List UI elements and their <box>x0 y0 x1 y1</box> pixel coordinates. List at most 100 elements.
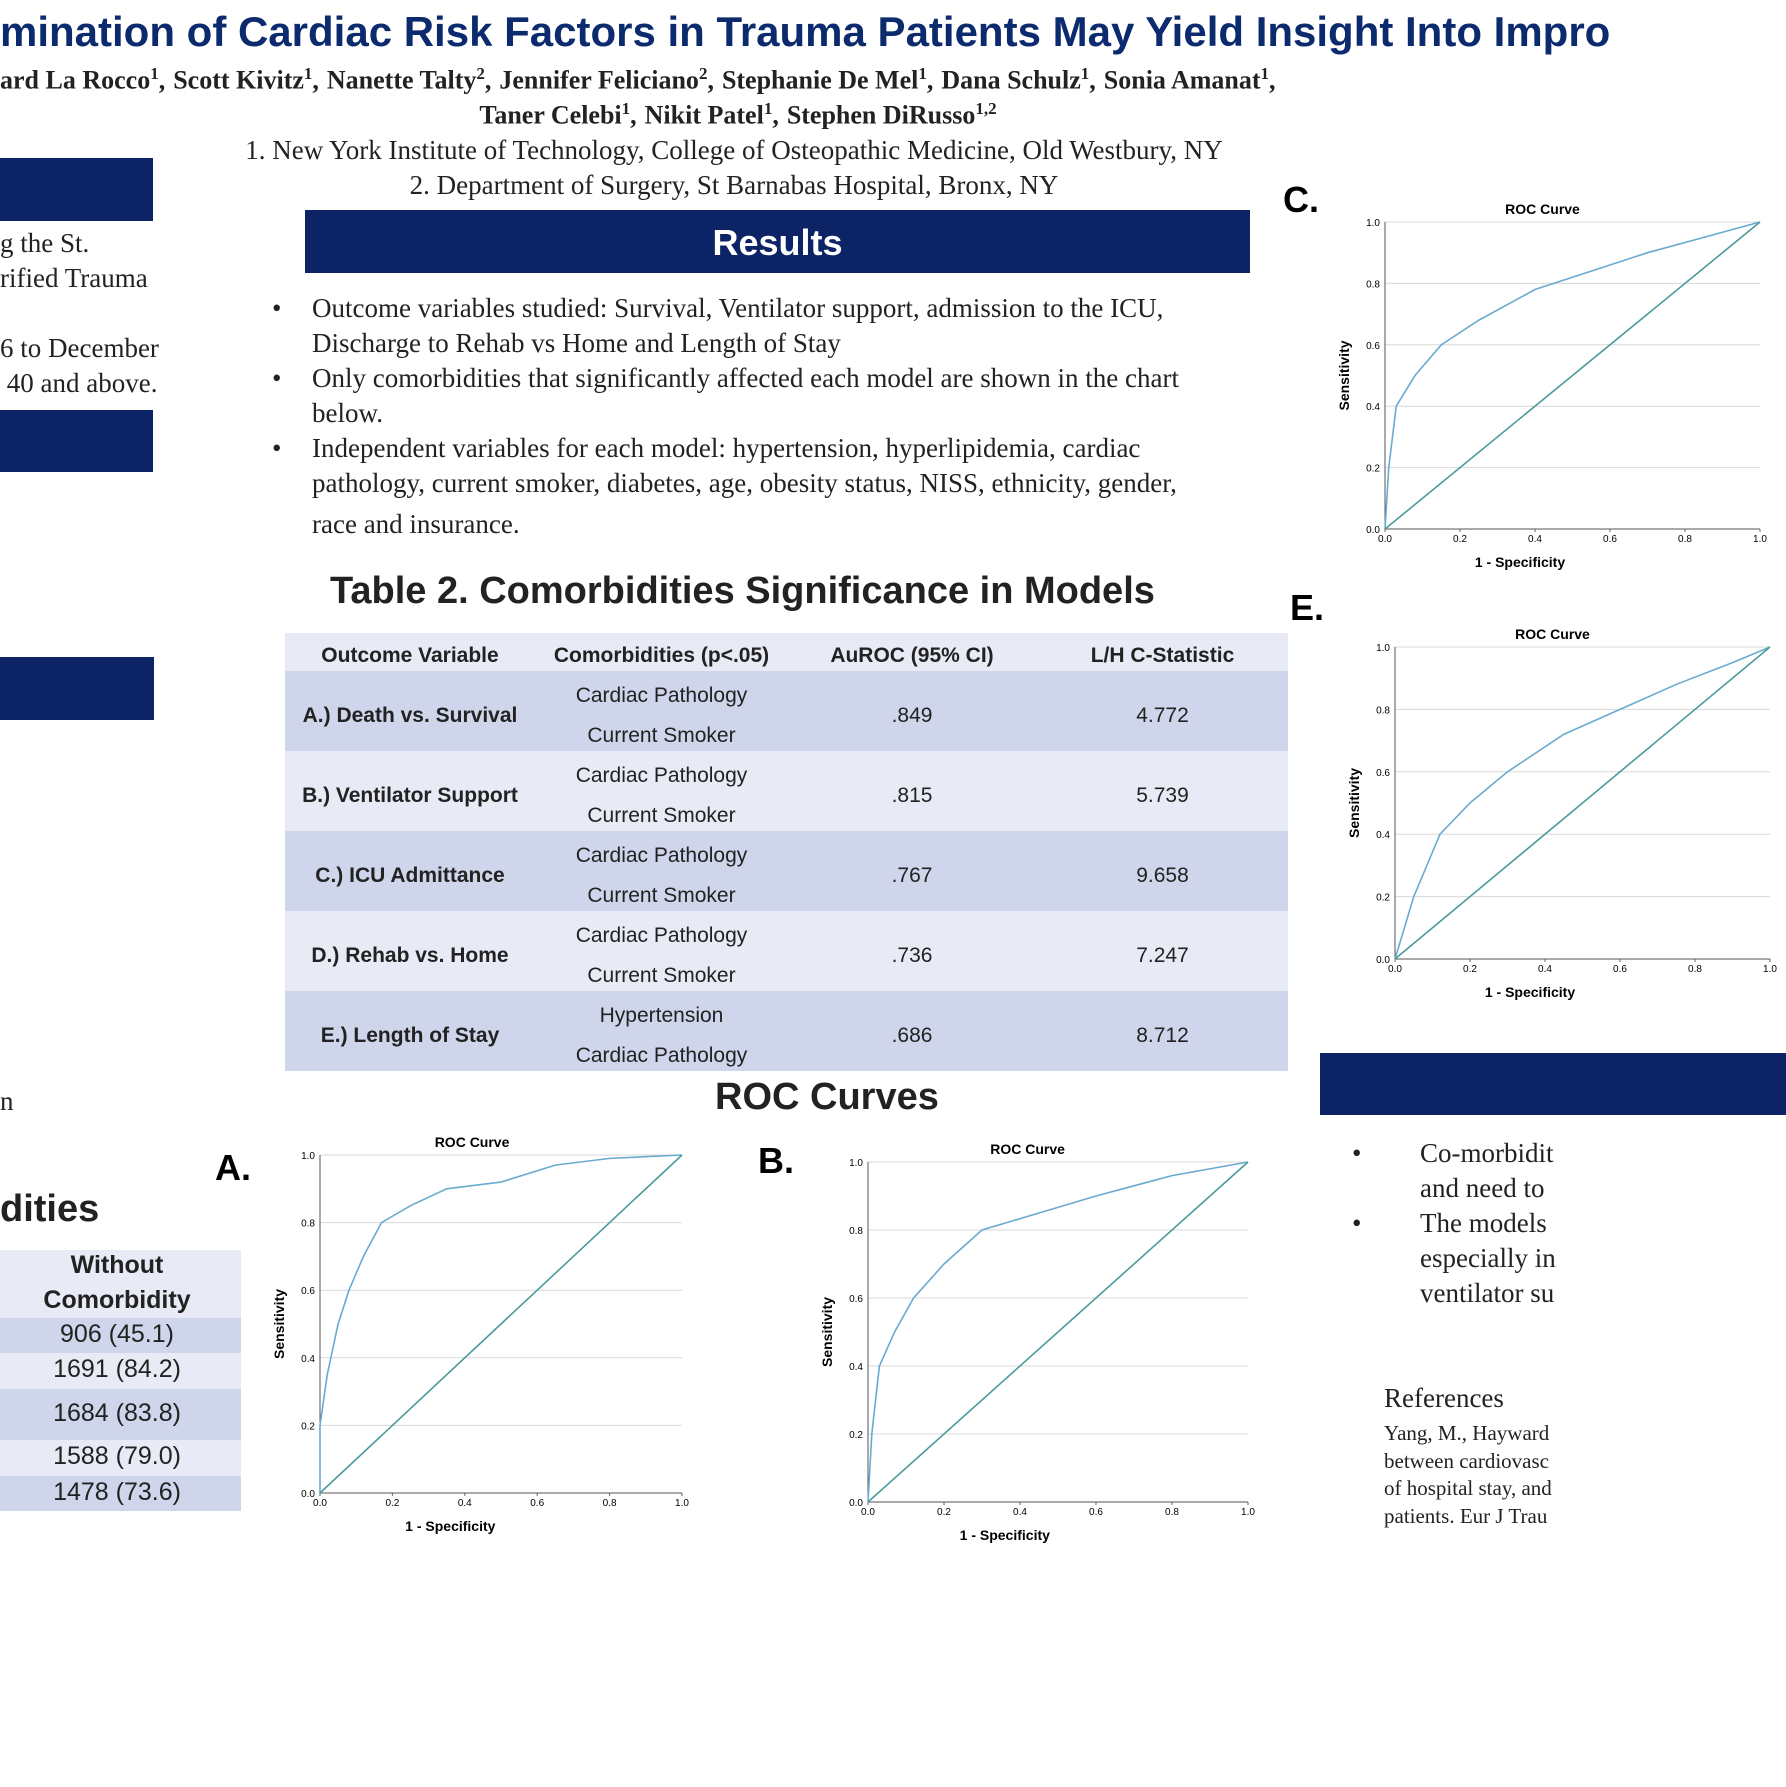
affiliation: 2. Department of Surgery, St Barnabas Ho… <box>409 170 1059 200</box>
table-cell: A.) Death vs. Survival <box>302 704 518 727</box>
table-cell: D.) Rehab vs. Home <box>311 944 509 967</box>
roc-line <box>1394 646 1771 960</box>
x-tick-label: 0.2 <box>1453 534 1467 545</box>
bullet: • <box>272 363 282 393</box>
x-axis-label: 1 - Specificity <box>960 1527 1050 1543</box>
author-affil: 1 <box>303 64 313 83</box>
y-tick-label: 0.8 <box>849 1226 863 1237</box>
body-text: 40 and above. <box>0 368 158 398</box>
y-tick-label: 0.6 <box>301 1286 315 1297</box>
y-tick-label: 0.0 <box>1376 955 1390 966</box>
x-axis-label: 1 - Specificity <box>1485 984 1575 1000</box>
table-cell: 906 (45.1) <box>60 1319 174 1348</box>
author-sep: , <box>158 65 166 95</box>
bullet-text: The models <box>1420 1208 1547 1238</box>
x-tick-label: 0.4 <box>1013 1507 1027 1518</box>
section-bar <box>0 158 153 221</box>
author-name: Nikit Patel <box>644 100 764 130</box>
y-tick-label: 0.4 <box>1366 402 1380 413</box>
bullet: • <box>272 293 282 323</box>
x-tick-label: 0.0 <box>1388 964 1402 975</box>
roc-line <box>1394 646 1771 960</box>
section-bar <box>305 210 1250 273</box>
bullet-text: race and insurance. <box>312 509 520 539</box>
x-tick-label: 0.6 <box>1089 1507 1103 1518</box>
section-bar <box>1320 1053 1786 1115</box>
x-tick-label: 0.0 <box>1378 534 1392 545</box>
bullet-text: Co-morbidit <box>1420 1138 1554 1168</box>
section-heading: dities <box>0 1188 100 1230</box>
author-sep: , <box>312 65 319 95</box>
title: mination of Cardiac Risk Factors in Trau… <box>0 8 1611 55</box>
table-header: L/H C-Statistic <box>1090 644 1235 667</box>
author-sep: , <box>707 65 714 95</box>
y-tick-label: 0.2 <box>301 1421 315 1432</box>
bullet-text: Only comorbidities that significantly af… <box>312 363 1179 393</box>
table-cell: C.) ICU Admittance <box>315 864 505 887</box>
section-heading: ROC Curves <box>715 1076 939 1118</box>
y-tick-label: 0.8 <box>301 1219 315 1230</box>
y-tick-label: 0.4 <box>849 1362 863 1373</box>
y-tick-label: 1.0 <box>1376 643 1390 654</box>
x-tick-label: 0.6 <box>1603 534 1617 545</box>
chart-title: ROC Curve <box>435 1134 510 1150</box>
table-cell: .686 <box>891 1024 933 1047</box>
author-sep: , <box>630 100 637 130</box>
table-title: Table 2. Comorbidities Significance in M… <box>330 570 1155 612</box>
bullet-text: ventilator su <box>1420 1278 1555 1308</box>
table-cell: Hypertension <box>599 1004 724 1027</box>
x-tick-label: 0.2 <box>1463 964 1477 975</box>
section-heading: Results <box>712 222 843 263</box>
table-cell: 4.772 <box>1136 704 1189 727</box>
chart-title: ROC Curve <box>1515 626 1590 642</box>
author-name: Stephanie De Mel <box>721 65 919 95</box>
chart-title: ROC Curve <box>990 1141 1065 1157</box>
x-tick-label: 0.6 <box>530 1498 544 1509</box>
author-affil: 1 <box>621 99 631 118</box>
table-cell: Cardiac Pathology <box>575 1044 748 1067</box>
bullet-text: pathology, current smoker, diabetes, age… <box>312 468 1177 498</box>
x-tick-label: 1.0 <box>1241 1507 1255 1518</box>
x-tick-label: 0.8 <box>1165 1507 1179 1518</box>
y-tick-label: 0.2 <box>849 1430 863 1441</box>
y-axis-label: Sensitivity <box>271 1289 287 1359</box>
table-cell: Cardiac Pathology <box>575 684 748 707</box>
x-axis-label: 1 - Specificity <box>405 1518 495 1534</box>
table-cell: 7.247 <box>1136 944 1189 967</box>
table-cell: Current Smoker <box>587 884 736 907</box>
y-axis-label: Sensitivity <box>819 1297 835 1367</box>
bullet: • <box>1352 1138 1362 1168</box>
table-cell: B.) Ventilator Support <box>302 784 518 807</box>
bullet: • <box>1352 1208 1362 1238</box>
table-cell: 1588 (79.0) <box>53 1442 181 1470</box>
table-row-bg <box>0 1250 241 1318</box>
y-tick-label: 0.6 <box>849 1294 863 1305</box>
chart-label: B. <box>758 1140 794 1181</box>
bullet-text: especially in <box>1420 1243 1556 1273</box>
x-tick-label: 0.2 <box>385 1498 399 1509</box>
references-heading: References <box>1384 1383 1504 1413</box>
author-affil: 1 <box>1260 64 1270 83</box>
chart-label: C. <box>1283 179 1319 220</box>
bullet-text: below. <box>312 398 383 428</box>
body-text: rified Trauma <box>0 263 148 293</box>
x-tick-label: 0.6 <box>1613 964 1627 975</box>
table-row-bg <box>0 1318 241 1353</box>
table-cell: Cardiac Pathology <box>575 764 748 787</box>
author-sep: , <box>484 65 492 95</box>
x-tick-label: 1.0 <box>1763 964 1777 975</box>
section-bar <box>0 657 154 720</box>
y-tick-label: 0.0 <box>301 1489 315 1500</box>
y-tick-label: 0.2 <box>1376 893 1390 904</box>
reference: Yang, M., Hayward <box>1384 1421 1550 1445</box>
table-row-bg <box>285 911 1288 991</box>
table-header: AuROC (95% CI) <box>830 644 994 667</box>
body-text: 6 to December <box>0 333 159 363</box>
y-tick-label: 0.6 <box>1376 768 1390 779</box>
chart-label: E. <box>1290 587 1324 628</box>
table-cell: 1684 (83.8) <box>53 1398 181 1427</box>
author-name: Jennifer Feliciano <box>499 65 699 95</box>
reference: between cardiovasc <box>1384 1448 1549 1473</box>
table-cell: Current Smoker <box>587 964 736 987</box>
x-tick-label: 1.0 <box>675 1498 689 1509</box>
